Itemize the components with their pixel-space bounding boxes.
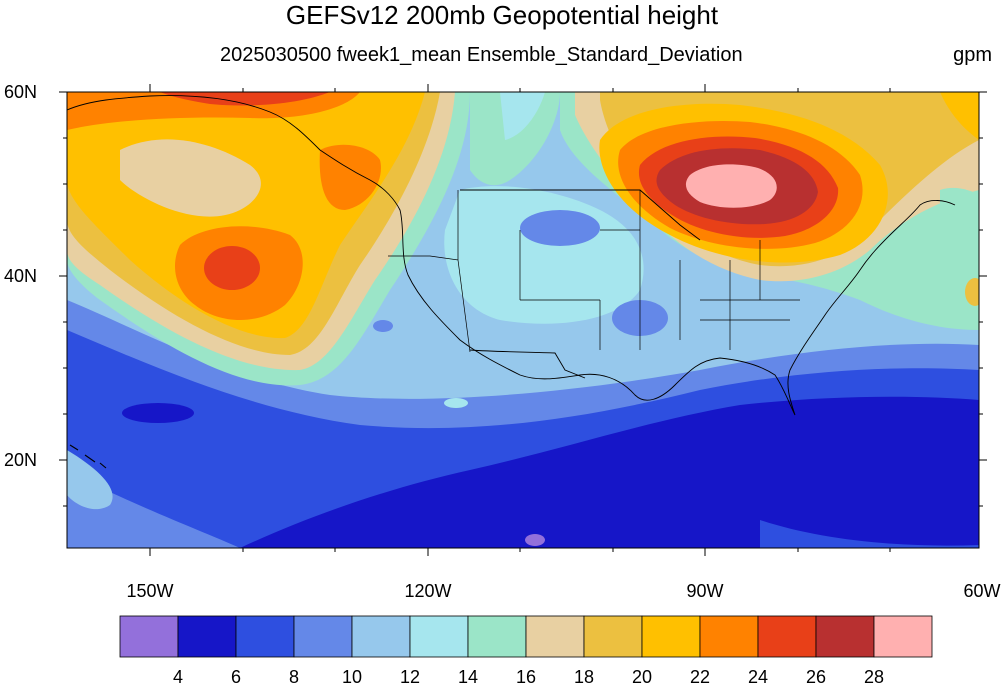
lon-label-90w: 90W: [686, 581, 723, 601]
colorbar-label: 4: [173, 667, 183, 683]
lon-label-60w: 60W: [963, 581, 1000, 601]
colorbar-label: 18: [574, 667, 594, 683]
colorbar-box: [119, 615, 179, 658]
colorbar-box: [177, 615, 237, 658]
plot-subtitle: 2025030500 fweek1_mean Ensemble_Standard…: [220, 44, 743, 66]
colorbar-label: 26: [806, 667, 826, 683]
band-18-pacific-notch: [120, 139, 261, 217]
colorbar-label: 24: [748, 667, 768, 683]
band-10-sw: [67, 470, 240, 548]
band-22-ne: [940, 92, 979, 140]
axis-ticks: [59, 84, 987, 556]
state-borders: [388, 190, 800, 353]
lon-labels: 150W 120W 90W 60W: [126, 581, 1000, 601]
colorbar-box: [351, 615, 411, 658]
colorbar-box: [235, 615, 295, 658]
us-mexico-border: [469, 349, 586, 379]
band-6-pocket: [122, 403, 194, 423]
band-16-canada: [470, 92, 560, 186]
coastlines: [67, 95, 956, 469]
band-26-north: [160, 92, 330, 106]
band-8-se: [760, 520, 979, 548]
colorbar-label: 22: [690, 667, 710, 683]
plot-title: GEFSv12 200mb Geopotential height: [285, 0, 719, 30]
band-24-coast: [319, 144, 381, 210]
band-12-hawaii: [67, 450, 113, 510]
colorbar-box: [815, 615, 875, 658]
colorbar-box: [467, 615, 527, 658]
band-26-pacific: [204, 246, 260, 290]
band-16-atlantic: [940, 187, 979, 230]
lat-label-20n: 20N: [4, 450, 37, 470]
colorbar-label: 8: [289, 667, 299, 683]
lon-label-150w: 150W: [126, 581, 173, 601]
us-canada-border: [460, 189, 701, 241]
colorbar-label: 14: [458, 667, 478, 683]
colorbar-box: [409, 615, 469, 658]
band-20-atlantic: [965, 278, 979, 306]
colorbar-label: 28: [864, 667, 884, 683]
colorbar-box: [583, 615, 643, 658]
lat-labels: 60N 40N 20N: [4, 82, 37, 470]
band-over-28: [685, 164, 777, 208]
lat-label-40n: 40N: [4, 266, 37, 286]
colorbar-box: [757, 615, 817, 658]
band-14-canada: [500, 92, 545, 140]
lat-label-60n: 60N: [4, 82, 37, 102]
contour-field: [67, 92, 979, 548]
lon-label-120w: 120W: [404, 581, 451, 601]
colorbar: [119, 615, 933, 658]
colorbar-label: 16: [516, 667, 536, 683]
band-4-dot: [525, 534, 545, 546]
band-14-dot: [444, 398, 468, 408]
colorbar-box: [873, 615, 933, 658]
colorbar-box: [293, 615, 353, 658]
band-6-south: [240, 396, 979, 548]
colorbar-label: 6: [231, 667, 241, 683]
units-label: gpm: [953, 44, 992, 66]
colorbar-labels: 4 6 8 10 12 14 16 18 20 22 24 26 28: [173, 667, 884, 683]
colorbar-box: [641, 615, 701, 658]
north-america-coastline: [67, 95, 956, 416]
colorbar-label: 12: [400, 667, 420, 683]
colorbar-label: 20: [632, 667, 652, 683]
hawaii-islands: [69, 444, 107, 469]
colorbar-box: [525, 615, 585, 658]
colorbar-label: 10: [342, 667, 362, 683]
band-10-sw-dot: [373, 320, 393, 332]
band-10-plains: [520, 210, 600, 246]
colorbar-box: [699, 615, 759, 658]
map-frame: [66, 91, 980, 549]
